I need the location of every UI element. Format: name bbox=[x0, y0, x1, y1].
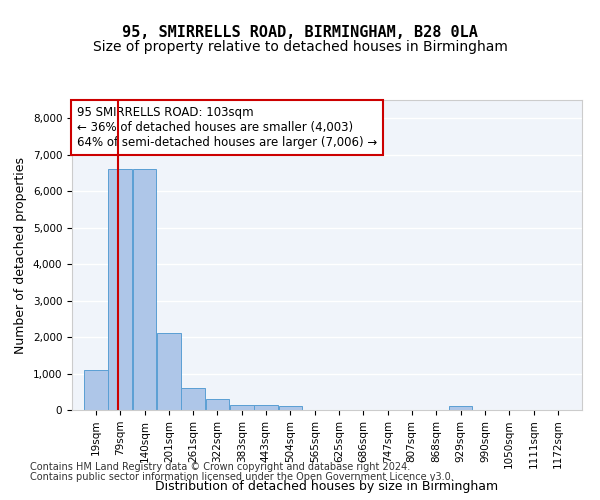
Bar bbox=[108, 170, 132, 410]
Text: 95, SMIRRELLS ROAD, BIRMINGHAM, B28 0LA: 95, SMIRRELLS ROAD, BIRMINGHAM, B28 0LA bbox=[122, 25, 478, 40]
Bar bbox=[449, 406, 472, 410]
Text: Size of property relative to detached houses in Birmingham: Size of property relative to detached ho… bbox=[92, 40, 508, 54]
Text: Contains HM Land Registry data © Crown copyright and database right 2024.: Contains HM Land Registry data © Crown c… bbox=[30, 462, 410, 472]
Bar bbox=[206, 399, 229, 410]
Y-axis label: Number of detached properties: Number of detached properties bbox=[14, 156, 27, 354]
Bar bbox=[181, 388, 205, 410]
Bar bbox=[84, 370, 108, 410]
Bar bbox=[230, 404, 254, 410]
Bar bbox=[157, 334, 181, 410]
Bar bbox=[133, 170, 157, 410]
Bar bbox=[278, 406, 302, 410]
X-axis label: Distribution of detached houses by size in Birmingham: Distribution of detached houses by size … bbox=[155, 480, 499, 492]
Text: 95 SMIRRELLS ROAD: 103sqm
← 36% of detached houses are smaller (4,003)
64% of se: 95 SMIRRELLS ROAD: 103sqm ← 36% of detac… bbox=[77, 106, 377, 149]
Bar bbox=[254, 404, 278, 410]
Text: Contains public sector information licensed under the Open Government Licence v3: Contains public sector information licen… bbox=[30, 472, 454, 482]
